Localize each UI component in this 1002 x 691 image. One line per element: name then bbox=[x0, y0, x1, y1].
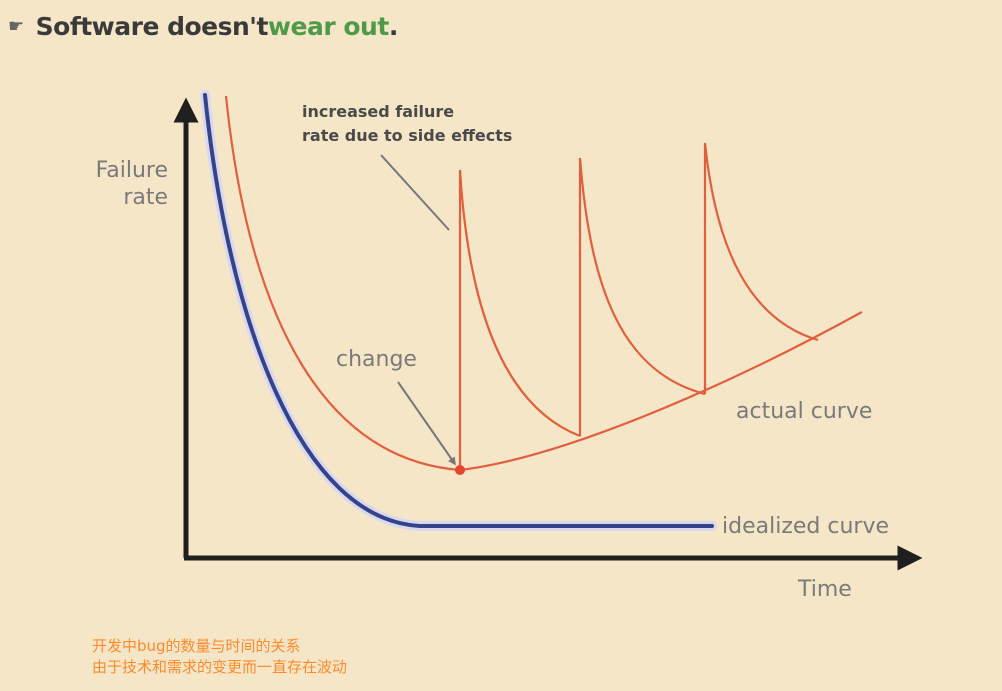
chinese-notes: 开发中bug的数量与时间的关系 由于技术和需求的变更而一直存在波动 bbox=[92, 636, 347, 678]
actual-curve-label: actual curve bbox=[736, 399, 872, 424]
change-point-marker bbox=[455, 465, 465, 475]
idealized-curve-halo bbox=[200, 90, 717, 531]
bullet-period: . bbox=[388, 12, 399, 41]
annotation-pointer bbox=[380, 154, 450, 231]
annotation-line2: rate due to side effects bbox=[302, 126, 512, 145]
bullet-text: Software doesn't bbox=[35, 12, 269, 41]
pointing-hand-icon: ☛ bbox=[8, 16, 24, 37]
note-line-2: 由于技术和需求的变更而一直存在波动 bbox=[92, 658, 348, 676]
annotation-line1: increased failure bbox=[302, 102, 454, 121]
failure-spike-3 bbox=[703, 142, 819, 394]
failure-spike-1 bbox=[458, 169, 581, 470]
failure-spike-2 bbox=[578, 157, 706, 436]
idealized-curve bbox=[203, 93, 714, 528]
change-label: change bbox=[336, 347, 417, 372]
y-axis-label-line1: Failure bbox=[96, 158, 168, 183]
slide-bullet: ☛ Software doesn't wear out. bbox=[8, 12, 398, 41]
note-line-1: 开发中bug的数量与时间的关系 bbox=[92, 637, 301, 655]
idealized-curve-label: idealized curve bbox=[722, 514, 889, 539]
change-pointer bbox=[397, 381, 456, 466]
bullet-highlight: wear out bbox=[267, 12, 389, 41]
x-axis-label: Time bbox=[797, 577, 852, 602]
y-axis-label-line2: rate bbox=[123, 185, 168, 210]
